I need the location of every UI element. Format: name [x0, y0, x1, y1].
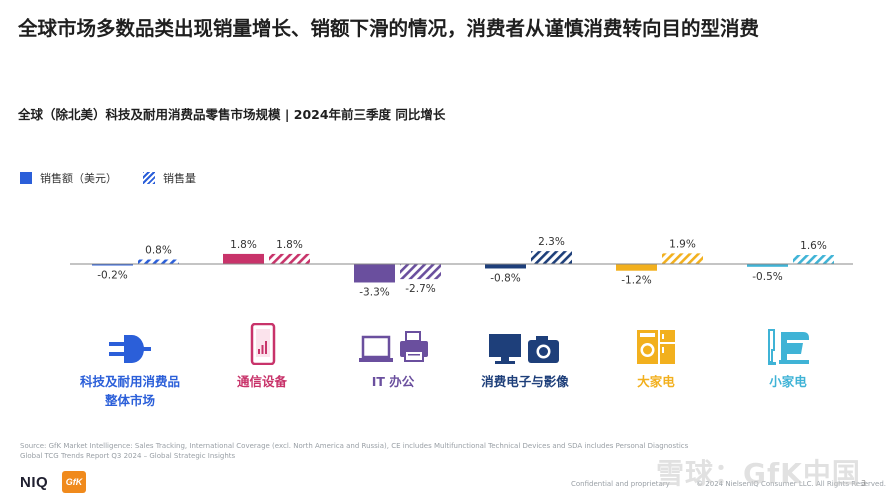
legend-label-sales: 销售额（美元）: [40, 172, 117, 185]
watermark: 雪球：GfK中国: [656, 457, 861, 490]
value-label-volume-2: -2.7%: [405, 283, 435, 295]
value-label-sales-2: -3.3%: [359, 286, 389, 298]
confidential-label: Confidential and proprietary: [571, 480, 670, 488]
washer-fridge-icon: [637, 330, 675, 364]
smartphone-icon: [250, 323, 276, 365]
value-label-sales-0: -0.2%: [97, 270, 127, 282]
confidential-note: Confidential and proprietary © 2024 Niel…: [571, 480, 886, 488]
legend-item-volume: 销售量: [143, 170, 196, 186]
copyright-label: © 2024 NielsenIQ Consumer LLC. All Right…: [696, 480, 887, 488]
bar-sales-1: [223, 253, 264, 264]
bar-volume-5: [793, 255, 834, 264]
niq-logo: NIQ: [20, 474, 49, 491]
legend-label-volume: 销售量: [163, 172, 196, 185]
bar-sales-3: [485, 264, 526, 269]
category-label-line: 小家电: [769, 374, 807, 389]
mixer-hairdryer-icon: [768, 329, 809, 365]
category-label-0: 科技及耐用消费品 整体市场: [70, 372, 190, 410]
category-label-line: 大家电: [637, 374, 675, 389]
bar-volume-1: [269, 253, 310, 264]
value-label-sales-3: -0.8%: [490, 272, 520, 284]
category-label-2: IT 办公: [333, 372, 453, 391]
bar-volume-4: [662, 253, 703, 264]
value-label-volume-0: 0.8%: [145, 245, 172, 257]
bar-sales-5: [747, 264, 788, 267]
category-label-5: 小家电: [728, 372, 848, 391]
value-label-volume-4: 1.9%: [669, 238, 696, 250]
bar-sales-2: [354, 264, 395, 283]
value-label-sales-5: -0.5%: [752, 271, 782, 283]
bar-sales-4: [616, 264, 657, 271]
chart-title: 全球（除北美）科技及耐用消费品零售市场规模 | 2024年前三季度 同比增长: [18, 107, 446, 122]
source-note: Source: GfK Market Intelligence: Sales T…: [20, 441, 688, 461]
value-label-sales-4: -1.2%: [621, 275, 651, 287]
category-label-line: IT 办公: [371, 374, 415, 389]
bar-volume-3: [531, 251, 572, 264]
bar-volume-2: [400, 264, 441, 280]
value-label-sales-1: 1.8%: [230, 239, 257, 251]
legend-swatch-solid: [20, 172, 32, 184]
bar-volume-0: [138, 259, 179, 264]
category-label-line: 科技及耐用消费品: [79, 374, 180, 389]
source-line-1: Source: GfK Market Intelligence: Sales T…: [20, 442, 689, 450]
category-label-3: 消费电子与影像: [465, 372, 585, 391]
plug-icon: [109, 335, 151, 363]
bar-sales-0: [92, 264, 133, 266]
page-headline: 全球市场多数品类出现销量增长、销额下滑的情况，消费者从谨慎消费转向目的型消费: [18, 17, 760, 40]
legend-swatch-hatched: [143, 172, 155, 184]
source-line-2: Global TCG Trends Report Q3 2024 – Globa…: [20, 452, 236, 460]
value-label-volume-5: 1.6%: [800, 240, 827, 252]
legend-item-sales: 销售额（美元）: [20, 170, 117, 186]
chart-legend: 销售额（美元） 销售量: [20, 170, 222, 186]
tv-camera-icon: [489, 334, 559, 364]
value-label-volume-3: 2.3%: [538, 236, 565, 248]
category-label-line: 整体市场: [104, 393, 155, 408]
value-label-volume-1: 1.8%: [276, 239, 303, 251]
category-label-line: 通信设备: [236, 374, 287, 389]
laptop-printer-icon: [359, 331, 428, 362]
gfk-logo: GfK: [62, 471, 86, 493]
page-number: 3: [861, 479, 867, 488]
category-label-4: 大家电: [596, 372, 716, 391]
category-label-1: 通信设备: [202, 372, 322, 391]
category-label-line: 消费电子与影像: [481, 374, 569, 389]
